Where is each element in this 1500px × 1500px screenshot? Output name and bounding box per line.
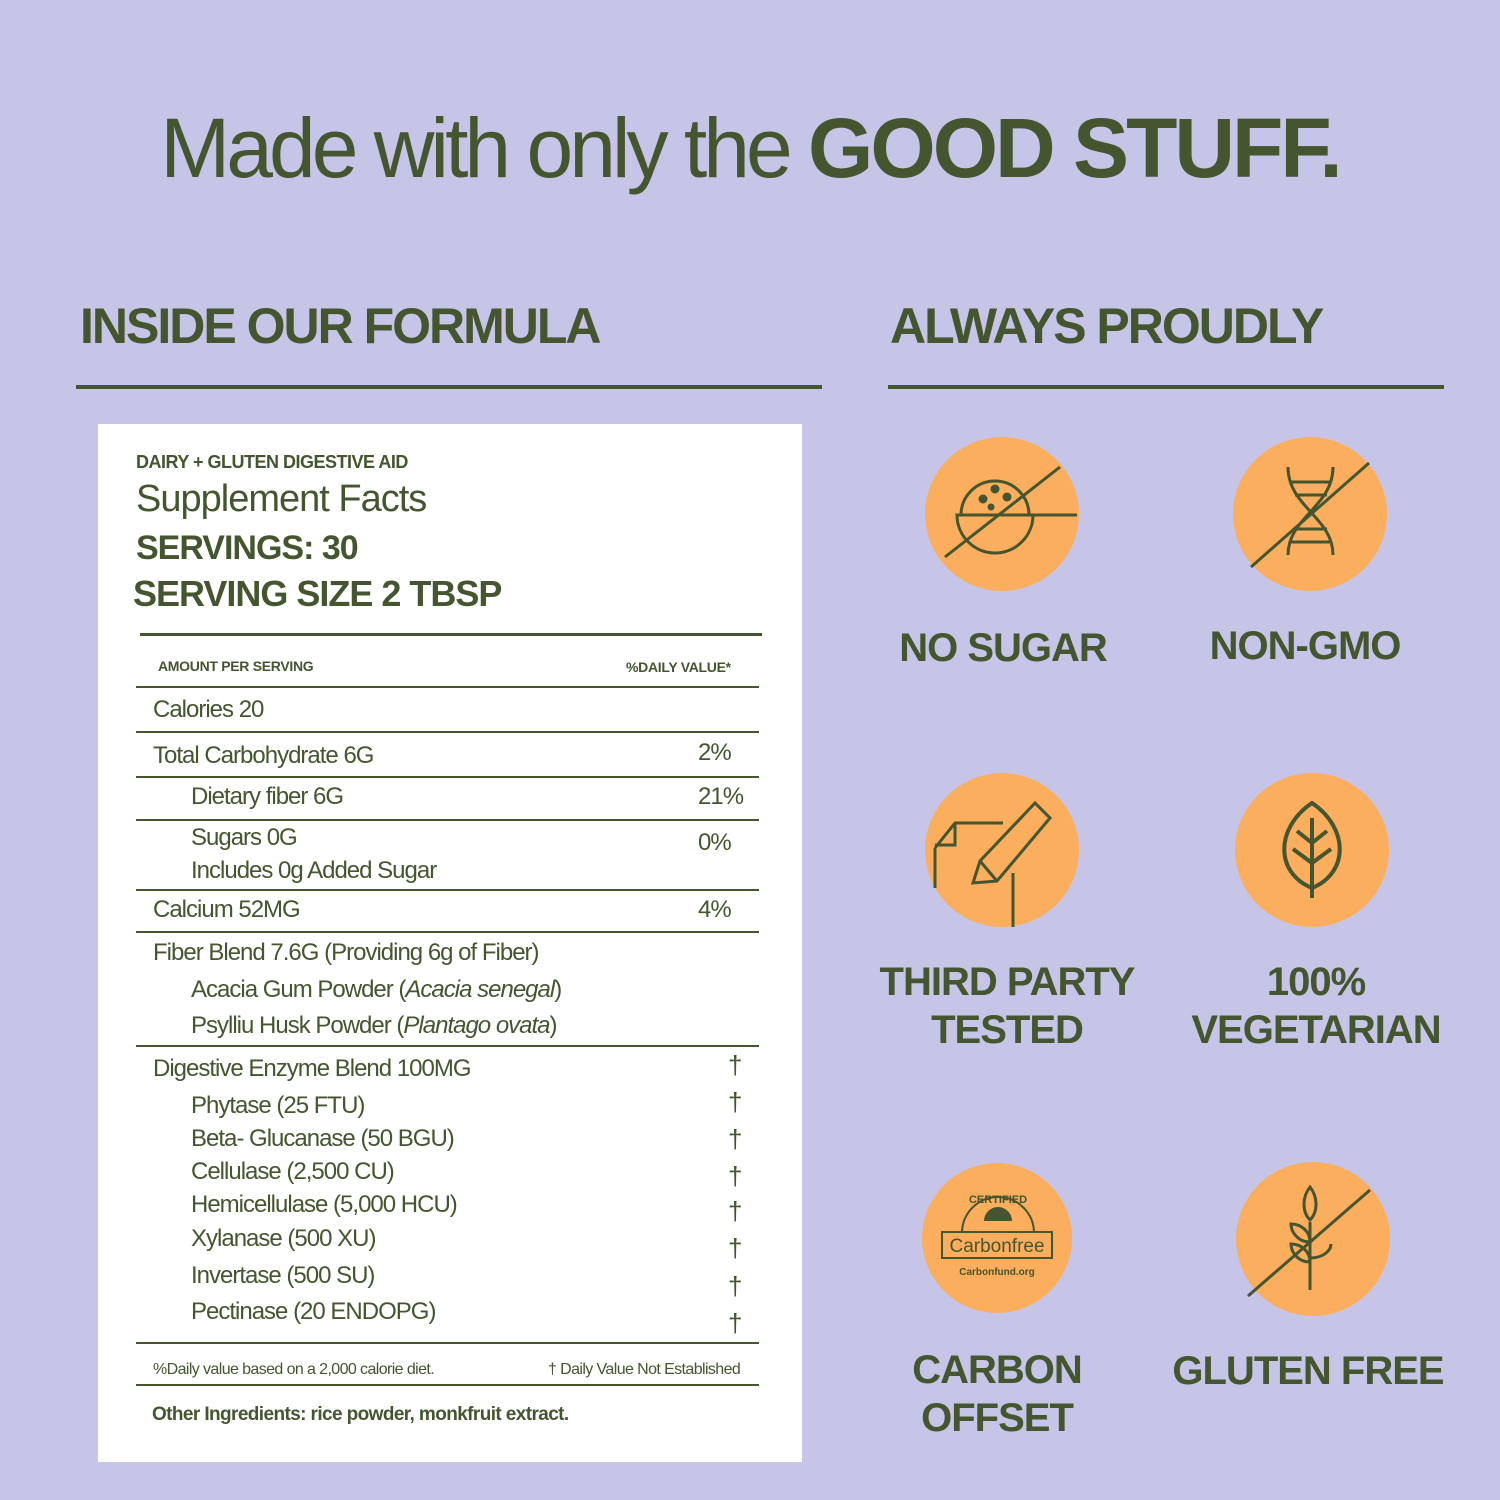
enzyme-item: Phytase (25 FTU) xyxy=(191,1092,365,1119)
headline-light: Made with only the xyxy=(160,101,809,195)
divider xyxy=(136,819,759,821)
dagger: † xyxy=(728,1161,743,1191)
row-name: Total Carbohydrate 6G xyxy=(153,742,374,769)
fiber-item: Psylliu Husk Powder (Plantago ovata) xyxy=(191,1012,558,1039)
badge-label-third-party: THIRD PARTY TESTED xyxy=(879,960,1136,1052)
divider xyxy=(136,731,759,733)
dagger: † xyxy=(728,1233,743,1263)
divider xyxy=(136,889,759,891)
badge-label-vegetarian: 100% VEGETARIAN xyxy=(1191,960,1441,1052)
leaf-icon xyxy=(1235,773,1389,927)
row-dv: 0% xyxy=(698,829,732,856)
carbonfree-logo: CERTIFIED Carbonfree Carbonfund.org xyxy=(922,1163,1072,1313)
col-dv: %DAILY VALUE* xyxy=(626,659,731,675)
row-dv: 21% xyxy=(698,783,744,810)
dagger: † xyxy=(728,1124,743,1154)
divider xyxy=(888,385,1444,389)
logo-carbonfund: Carbonfund.org xyxy=(959,1267,1035,1278)
label-serving-size: SERVING SIZE 2 TBSP xyxy=(133,573,502,614)
enzyme-item: Xylanase (500 XU) xyxy=(191,1225,376,1252)
badge-label-carbon-offset: CARBON OFFSET xyxy=(912,1348,1083,1440)
headline-bold: GOOD STUFF. xyxy=(808,101,1343,195)
non-gmo-dna-icon xyxy=(1233,437,1387,591)
divider xyxy=(136,931,759,933)
footnote-dv: %Daily value based on a 2,000 calorie di… xyxy=(153,1361,435,1378)
row-name: Dietary fiber 6G xyxy=(191,783,344,810)
enzyme-item: Pectinase (20 ENDOPG) xyxy=(191,1298,436,1325)
divider xyxy=(76,385,822,389)
row-name: Calcium 52MG xyxy=(153,896,301,923)
enzyme-item: Cellulase (2,500 CU) xyxy=(191,1158,395,1185)
section-title-formula: INSIDE OUR FORMULA xyxy=(80,298,602,354)
col-amount: AMOUNT PER SERVING xyxy=(158,658,314,674)
row-name: Sugars 0G xyxy=(191,824,298,851)
row-sub: Includes 0g Added Sugar xyxy=(191,857,437,884)
enzyme-blend: Digestive Enzyme Blend 100MG xyxy=(153,1055,471,1082)
divider xyxy=(136,1342,759,1344)
divider xyxy=(140,633,762,636)
headline: Made with only the GOOD STUFF. xyxy=(0,98,1500,198)
divider xyxy=(136,1384,759,1386)
dagger: † xyxy=(728,1271,743,1301)
logo-carbonfree: Carbonfree xyxy=(949,1236,1044,1257)
fiber-item: Acacia Gum Powder (Acacia senegal) xyxy=(191,976,562,1003)
no-wheat-icon xyxy=(1236,1162,1390,1316)
badge-label-non-gmo: NON-GMO xyxy=(1209,624,1402,668)
dagger: † xyxy=(728,1196,743,1226)
divider xyxy=(136,776,759,778)
row-dv: 2% xyxy=(698,739,732,766)
supplement-facts-label: DAIRY + GLUTEN DIGESTIVE AID Supplement … xyxy=(98,424,802,1462)
badge-label-gluten-free: GLUTEN FREE xyxy=(1172,1349,1444,1393)
section-title-proudly: ALWAYS PROUDLY xyxy=(890,298,1324,354)
logo-certified: CERTIFIED xyxy=(969,1194,1027,1206)
dagger: † xyxy=(728,1087,743,1117)
dagger: † xyxy=(728,1050,743,1080)
label-title: Supplement Facts xyxy=(136,478,427,520)
enzyme-item: Hemicellulase (5,000 HCU) xyxy=(191,1191,458,1218)
fiber-blend: Fiber Blend 7.6G (Providing 6g of Fiber) xyxy=(153,939,540,966)
dagger: † xyxy=(728,1308,743,1338)
pencil-paper-icon xyxy=(925,773,1079,927)
footnote-dagger: † Daily Value Not Established xyxy=(548,1361,741,1378)
other-ingredients: Other Ingredients: rice powder, monkfrui… xyxy=(152,1404,569,1425)
label-servings: SERVINGS: 30 xyxy=(136,529,359,567)
divider xyxy=(136,686,759,688)
row-dv: 4% xyxy=(698,896,732,923)
no-sugar-icon xyxy=(925,437,1079,591)
enzyme-item: Invertase (500 SU) xyxy=(191,1262,375,1289)
enzyme-item: Beta- Glucanase (50 BGU) xyxy=(191,1125,455,1152)
divider xyxy=(136,1045,759,1047)
row-name: Calories 20 xyxy=(153,696,264,723)
label-category: DAIRY + GLUTEN DIGESTIVE AID xyxy=(136,452,408,472)
badge-label-no-sugar: NO SUGAR xyxy=(899,626,1108,670)
